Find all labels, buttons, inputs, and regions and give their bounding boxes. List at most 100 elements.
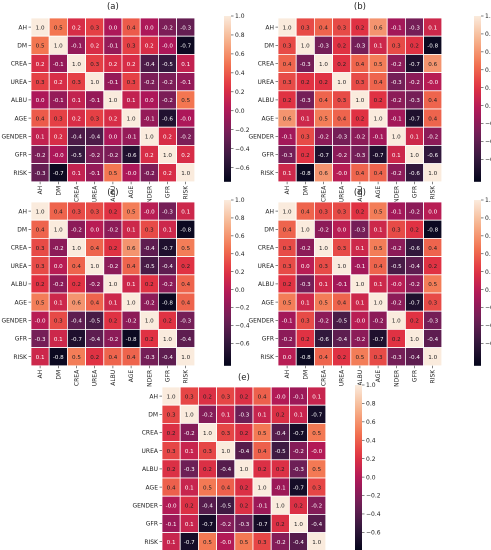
cell-value-label: 1.0 <box>90 80 99 86</box>
cell-value-label: 0.4 <box>181 300 190 306</box>
cell-value-label: 0.4 <box>167 485 176 491</box>
cell-value-label: -0.1 <box>391 25 402 31</box>
cell-value-label: 0.3 <box>428 300 437 306</box>
cell-value-label: 0.2 <box>108 246 117 252</box>
cell-value-label: -0.2 <box>162 25 173 31</box>
x-tick-label: AGE <box>375 370 382 383</box>
cell-value-label: 0.2 <box>145 337 154 343</box>
cell-value-label: 0.1 <box>185 485 194 491</box>
cell-value-label: 0.5 <box>181 246 190 252</box>
colorbar-tick-label: 0.2 <box>235 269 245 276</box>
cell-value-label: -0.7 <box>373 153 384 159</box>
cell-value-label: -0.2 <box>202 413 213 419</box>
cell-value-label: -0.2 <box>53 246 64 252</box>
cell-value-label: 1.0 <box>337 80 346 86</box>
x-tick-label: CREA <box>321 369 328 386</box>
cell-value-label: 0.4 <box>374 264 383 270</box>
cell-value-label: 1.0 <box>355 282 364 288</box>
cell-value-label: 1.0 <box>181 171 190 177</box>
cell-value-label: 0.2 <box>72 116 81 122</box>
cell-value-label: -0.3 <box>391 80 402 86</box>
cell-value-label: 1.0 <box>145 135 154 141</box>
cell-value-label: 0.2 <box>108 62 117 68</box>
cell-value-label: 1.0 <box>54 44 63 50</box>
colorbar-tick-label: 0.2 <box>235 89 245 96</box>
cell-value-label: -0.4 <box>238 449 249 455</box>
cell-value-label: 1.0 <box>127 116 136 122</box>
cell-value-label: -0.6 <box>162 116 173 122</box>
cell-value-label: 0.1 <box>374 282 383 288</box>
cell-value-label: 0.3 <box>36 80 45 86</box>
cell-value-label: -0.3 <box>144 355 155 361</box>
colorbar-tick-label: 0.0 <box>366 474 376 481</box>
cell-value-label: 0.2 <box>181 264 190 270</box>
cell-value-label: 1.0 <box>276 504 285 510</box>
colorbar-tick-label: −0.4 <box>485 323 491 330</box>
cell-value-label: 1.0 <box>167 394 176 400</box>
colorbar-tick-label: −0.4 <box>485 139 491 146</box>
x-tick-label: GFR <box>165 186 172 198</box>
cell-value-label: 0.1 <box>108 300 117 306</box>
cell-value-label: -0.2 <box>107 153 118 159</box>
cell-value-label: -0.8 <box>126 337 137 343</box>
cell-value-label: -0.1 <box>53 62 64 68</box>
y-tick-label: DM <box>264 227 274 234</box>
x-tick-label: AGE <box>128 370 135 383</box>
colorbar-tick-label: 0.0 <box>235 287 245 294</box>
x-tick-label: UREA <box>92 185 99 202</box>
cell-value-label: 0.5 <box>374 209 383 215</box>
cell-value-label: 0.3 <box>312 485 321 491</box>
y-tick-label: GFR <box>146 521 158 528</box>
cell-value-label: 0.1 <box>374 44 383 50</box>
y-tick-label: RISK <box>260 354 275 361</box>
cell-value-label: -0.3 <box>354 228 365 234</box>
cell-value-label: -0.2 <box>144 300 155 306</box>
cell-value-label: 1.0 <box>127 300 136 306</box>
cell-value-label: 0.5 <box>428 282 437 288</box>
cell-value-label: 0.1 <box>54 337 63 343</box>
cell-value-label: 1.0 <box>410 337 419 343</box>
cell-value-label: -0.7 <box>311 413 322 419</box>
cell-value-label: 0.3 <box>355 80 364 86</box>
cell-value-label: 0.1 <box>221 413 230 419</box>
cell-value-label: 0.2 <box>283 282 292 288</box>
cell-value-label: 0.2 <box>239 394 248 400</box>
cell-value-label: 1.0 <box>428 171 437 177</box>
heatmap-panel-0: (a) 1.0 0.5 0.2 0.3 0.0 0.4 0.0 -0.2 -0.3 0.5 1.0 -0… <box>1 2 249 203</box>
cell-value-label: 0.2 <box>337 62 346 68</box>
cell-value-label: -0.0 <box>144 209 155 215</box>
y-tick-label: AH <box>149 393 158 400</box>
cell-value-label: -0.2 <box>318 228 329 234</box>
cell-value-label: 0.5 <box>239 540 248 546</box>
panel-title: (c) <box>107 188 118 198</box>
cell-value-label: -0.1 <box>282 135 293 141</box>
cell-value-label: -0.0 <box>166 504 177 510</box>
cell-value-label: 0.0 <box>108 135 117 141</box>
cell-value-label: 0.4 <box>258 449 267 455</box>
cell-value-label: 1.0 <box>185 413 194 419</box>
colorbar-tick-label: 0.8 <box>235 32 245 39</box>
cell-value-label: -0.0 <box>391 282 402 288</box>
cell-value-label: 0.1 <box>294 413 303 419</box>
colorbar-tick-label: 0.2 <box>485 269 491 276</box>
cell-value-label: 0.3 <box>54 319 63 325</box>
cell-value-label: 0.2 <box>54 80 63 86</box>
colorbar-tick-label: 0.8 <box>366 401 376 408</box>
colorbar-tick-label: 0.0 <box>485 103 491 110</box>
x-tick-label: GFR <box>412 186 419 198</box>
cell-value-label: 0.3 <box>90 62 99 68</box>
cell-value-label: 0.4 <box>90 246 99 252</box>
cell-value-label: -0.2 <box>391 246 402 252</box>
y-tick-label: RISK <box>260 170 275 177</box>
cell-value-label: 0.4 <box>221 485 230 491</box>
cell-value-label: 0.2 <box>337 355 346 361</box>
cell-value-label: 0.2 <box>283 98 292 104</box>
y-tick-label: GFR <box>15 152 27 159</box>
cell-value-label: 0.1 <box>127 98 136 104</box>
cell-value-label: 0.2 <box>392 337 401 343</box>
cell-value-label: -0.1 <box>293 394 304 400</box>
cell-value-label: 0.3 <box>167 413 176 419</box>
cell-value-label: 0.3 <box>374 355 383 361</box>
cell-value-label: 0.2 <box>54 135 63 141</box>
cell-value-label: 0.2 <box>410 319 419 325</box>
